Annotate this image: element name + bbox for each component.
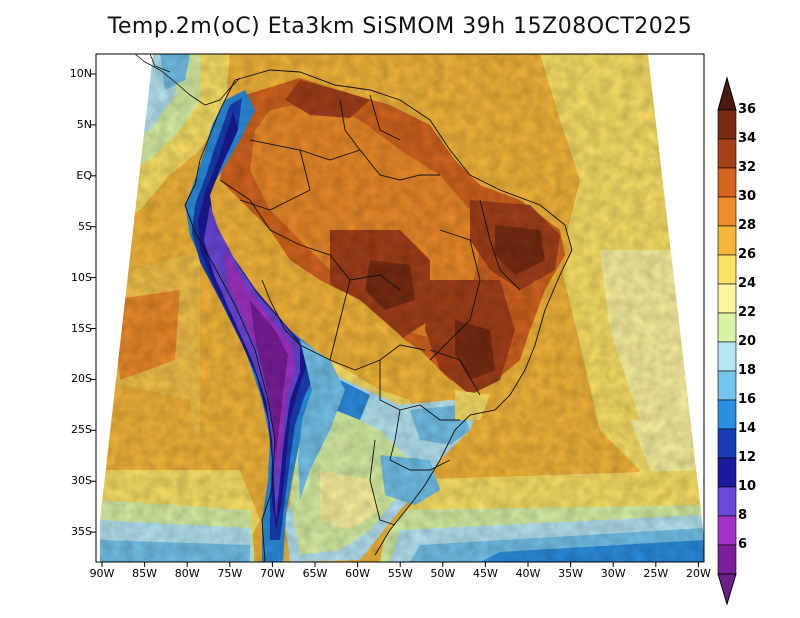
y-tick-label: EQ: [76, 168, 92, 182]
colorbar-segment: [717, 196, 737, 227]
colorbar-segment: [717, 167, 737, 198]
colorbar-segment: [717, 428, 737, 459]
central-america-coast: [134, 53, 241, 106]
colorbar-label: 28: [738, 218, 757, 233]
colorbar-segment: [717, 225, 737, 256]
colorbar-label: 36: [738, 102, 757, 117]
colorbar-label: 24: [738, 276, 757, 291]
x-tick-label: 25W: [643, 567, 669, 580]
colorbar: [717, 76, 737, 606]
colorbar-label: 16: [738, 392, 757, 407]
y-tick-label: 10S: [71, 270, 92, 284]
x-tick-label: 45W: [472, 567, 498, 580]
x-tick-label: 60W: [345, 567, 371, 580]
x-tick-label: 50W: [430, 567, 456, 580]
colorbar-label: 34: [738, 131, 757, 146]
y-tick-label: 30S: [71, 474, 92, 488]
x-tick-label: 65W: [302, 567, 328, 580]
colorbar-label: 20: [738, 334, 757, 349]
colorbar-bottom-arrow: [717, 573, 737, 606]
colorbar-segment: [717, 457, 737, 488]
x-tick-label: 70W: [259, 567, 285, 580]
y-tick-label: 25S: [71, 423, 92, 437]
temperature-field: [96, 54, 704, 562]
colorbar-label: 30: [738, 189, 757, 204]
colorbar-segment: [717, 312, 737, 343]
colorbar-segment: [717, 399, 737, 430]
y-tick-label: 35S: [71, 525, 92, 539]
colorbar-label: 6: [738, 537, 748, 552]
colorbar-label: 14: [738, 421, 757, 436]
colorbar-top-arrow: [717, 76, 737, 111]
colorbar-segment: [717, 544, 737, 575]
colorbar-label: 8: [738, 508, 748, 523]
country-borders: [184, 69, 573, 562]
x-tick-label: 80W: [174, 567, 200, 580]
y-tick-label: 5N: [76, 117, 92, 131]
y-tick-label: 5S: [78, 219, 92, 233]
colorbar-segment: [717, 254, 737, 285]
x-tick-label: 35W: [558, 567, 584, 580]
colorbar-segment: [717, 283, 737, 314]
colorbar-label: 26: [738, 247, 757, 262]
colorbar-segment: [717, 486, 737, 517]
x-tick-label: 40W: [515, 567, 541, 580]
x-tick-label: 55W: [387, 567, 413, 580]
colorbar-label: 32: [738, 160, 757, 175]
x-tick-label: 85W: [132, 567, 158, 580]
colorbar-segment: [717, 341, 737, 372]
colorbar-segment: [717, 138, 737, 169]
x-tick-label: 75W: [217, 567, 243, 580]
y-tick-label: 15S: [71, 321, 92, 335]
colorbar-label: 10: [738, 479, 757, 494]
colorbar-segment: [717, 515, 737, 546]
y-tick-label: 10N: [69, 67, 92, 80]
colorbar-label: 18: [738, 363, 757, 378]
x-tick-label: 20W: [685, 567, 711, 580]
colorbar-segment: [717, 370, 737, 401]
x-tick-label: 30W: [600, 567, 626, 580]
colorbar-segment: [717, 109, 737, 140]
colorbar-label: 22: [738, 305, 757, 320]
axis-ticks: [91, 73, 699, 567]
y-tick-label: 20S: [71, 372, 92, 386]
colorbar-label: 12: [738, 450, 757, 465]
map-title: Temp.2m(oC) Eta3km SiSMOM 39h 15Z08OCT20…: [107, 14, 693, 39]
x-tick-label: 90W: [89, 567, 115, 580]
